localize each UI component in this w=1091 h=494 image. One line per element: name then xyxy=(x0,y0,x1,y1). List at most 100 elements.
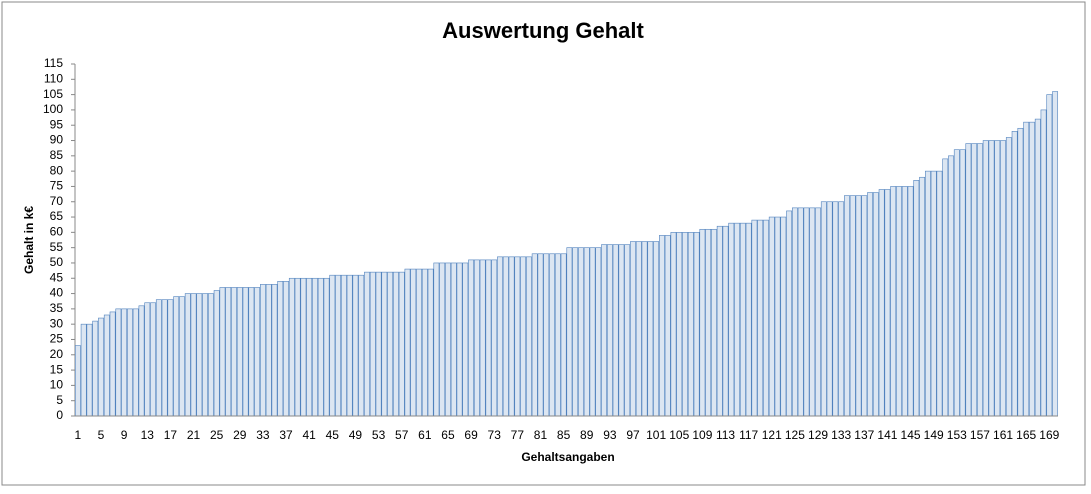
bar xyxy=(832,201,839,417)
bar xyxy=(919,176,926,417)
x-tick-label: 149 xyxy=(924,428,944,442)
bar xyxy=(786,210,793,417)
bar xyxy=(855,195,862,417)
x-tick-label: 113 xyxy=(716,428,735,442)
bar xyxy=(92,320,99,417)
bar xyxy=(826,201,833,417)
bar xyxy=(711,228,717,417)
bar xyxy=(121,308,128,417)
x-tick-label: 145 xyxy=(901,428,921,442)
y-tick-label: 50 xyxy=(50,255,64,269)
bar xyxy=(549,253,555,417)
bar xyxy=(410,268,417,417)
x-tick-label: 109 xyxy=(692,428,712,442)
bar xyxy=(664,235,671,417)
x-tick-label: 17 xyxy=(164,428,178,442)
y-tick-label: 0 xyxy=(56,408,63,422)
x-tick-label: 169 xyxy=(1039,428,1059,442)
x-tick-label: 9 xyxy=(121,428,128,442)
bar xyxy=(526,256,532,417)
bar xyxy=(248,287,255,417)
bar xyxy=(647,241,654,417)
bar xyxy=(907,186,914,417)
bar xyxy=(294,277,301,417)
bar xyxy=(838,201,845,417)
bar xyxy=(635,241,642,417)
x-tick-label: 29 xyxy=(233,428,247,442)
bar xyxy=(213,290,220,417)
x-tick-label: 1 xyxy=(75,428,82,442)
bar xyxy=(364,271,370,417)
bar xyxy=(346,274,353,417)
bar xyxy=(456,262,463,417)
y-tick-label: 100 xyxy=(43,102,63,116)
bar xyxy=(508,256,515,417)
bar xyxy=(624,244,631,417)
x-tick-label: 93 xyxy=(603,428,617,442)
bar xyxy=(300,277,307,417)
bar xyxy=(543,253,550,417)
bar xyxy=(277,281,284,417)
y-tick-label: 70 xyxy=(50,194,64,208)
x-tick-label: 153 xyxy=(947,428,967,442)
x-tick-label: 33 xyxy=(256,428,270,442)
bar xyxy=(1017,127,1024,417)
x-tick-label: 77 xyxy=(511,428,525,442)
bar xyxy=(179,296,185,417)
bar xyxy=(335,274,341,417)
x-tick-label: 69 xyxy=(464,428,478,442)
bar xyxy=(699,228,706,417)
bar xyxy=(739,222,746,417)
bar xyxy=(497,256,503,417)
bar xyxy=(687,232,694,417)
bar xyxy=(1029,121,1035,417)
bar xyxy=(271,284,278,417)
bar xyxy=(948,155,954,417)
bar xyxy=(1046,94,1053,417)
bar xyxy=(705,228,712,417)
bar xyxy=(757,219,764,417)
x-tick-label: 45 xyxy=(326,428,340,442)
bar xyxy=(780,216,787,417)
bar xyxy=(971,143,978,417)
x-tick-label: 137 xyxy=(854,428,874,442)
y-tick-label: 90 xyxy=(50,133,64,147)
bar xyxy=(641,241,648,417)
bar xyxy=(982,140,989,417)
bar xyxy=(445,262,451,417)
x-tick-label: 133 xyxy=(831,428,851,442)
bar xyxy=(606,244,613,417)
bar xyxy=(913,180,920,417)
bar xyxy=(653,241,660,417)
bar xyxy=(132,308,139,417)
bar xyxy=(953,149,960,417)
x-tick-label: 5 xyxy=(98,428,105,442)
bar xyxy=(323,277,330,417)
bar xyxy=(86,323,93,417)
x-tick-label: 129 xyxy=(808,428,828,442)
bar xyxy=(375,271,382,417)
bar xyxy=(398,271,405,417)
y-tick-label: 65 xyxy=(50,209,64,223)
bar xyxy=(416,268,422,417)
bar xyxy=(682,232,688,417)
bar xyxy=(485,259,492,417)
bar xyxy=(450,262,457,417)
bar xyxy=(520,256,527,417)
bar xyxy=(820,201,827,417)
bar xyxy=(965,143,972,417)
bar xyxy=(763,219,769,417)
y-tick-label: 110 xyxy=(44,71,63,85)
bar xyxy=(329,274,336,417)
bar xyxy=(578,247,584,417)
bar xyxy=(803,207,810,417)
x-tick-label: 157 xyxy=(970,428,990,442)
bar xyxy=(502,256,509,417)
bar xyxy=(531,253,538,417)
bar xyxy=(589,247,596,417)
y-tick-label: 5 xyxy=(56,393,63,407)
x-tick-label: 13 xyxy=(141,428,155,442)
y-tick-label: 85 xyxy=(50,148,64,162)
bar xyxy=(369,271,376,417)
bar xyxy=(659,235,665,417)
